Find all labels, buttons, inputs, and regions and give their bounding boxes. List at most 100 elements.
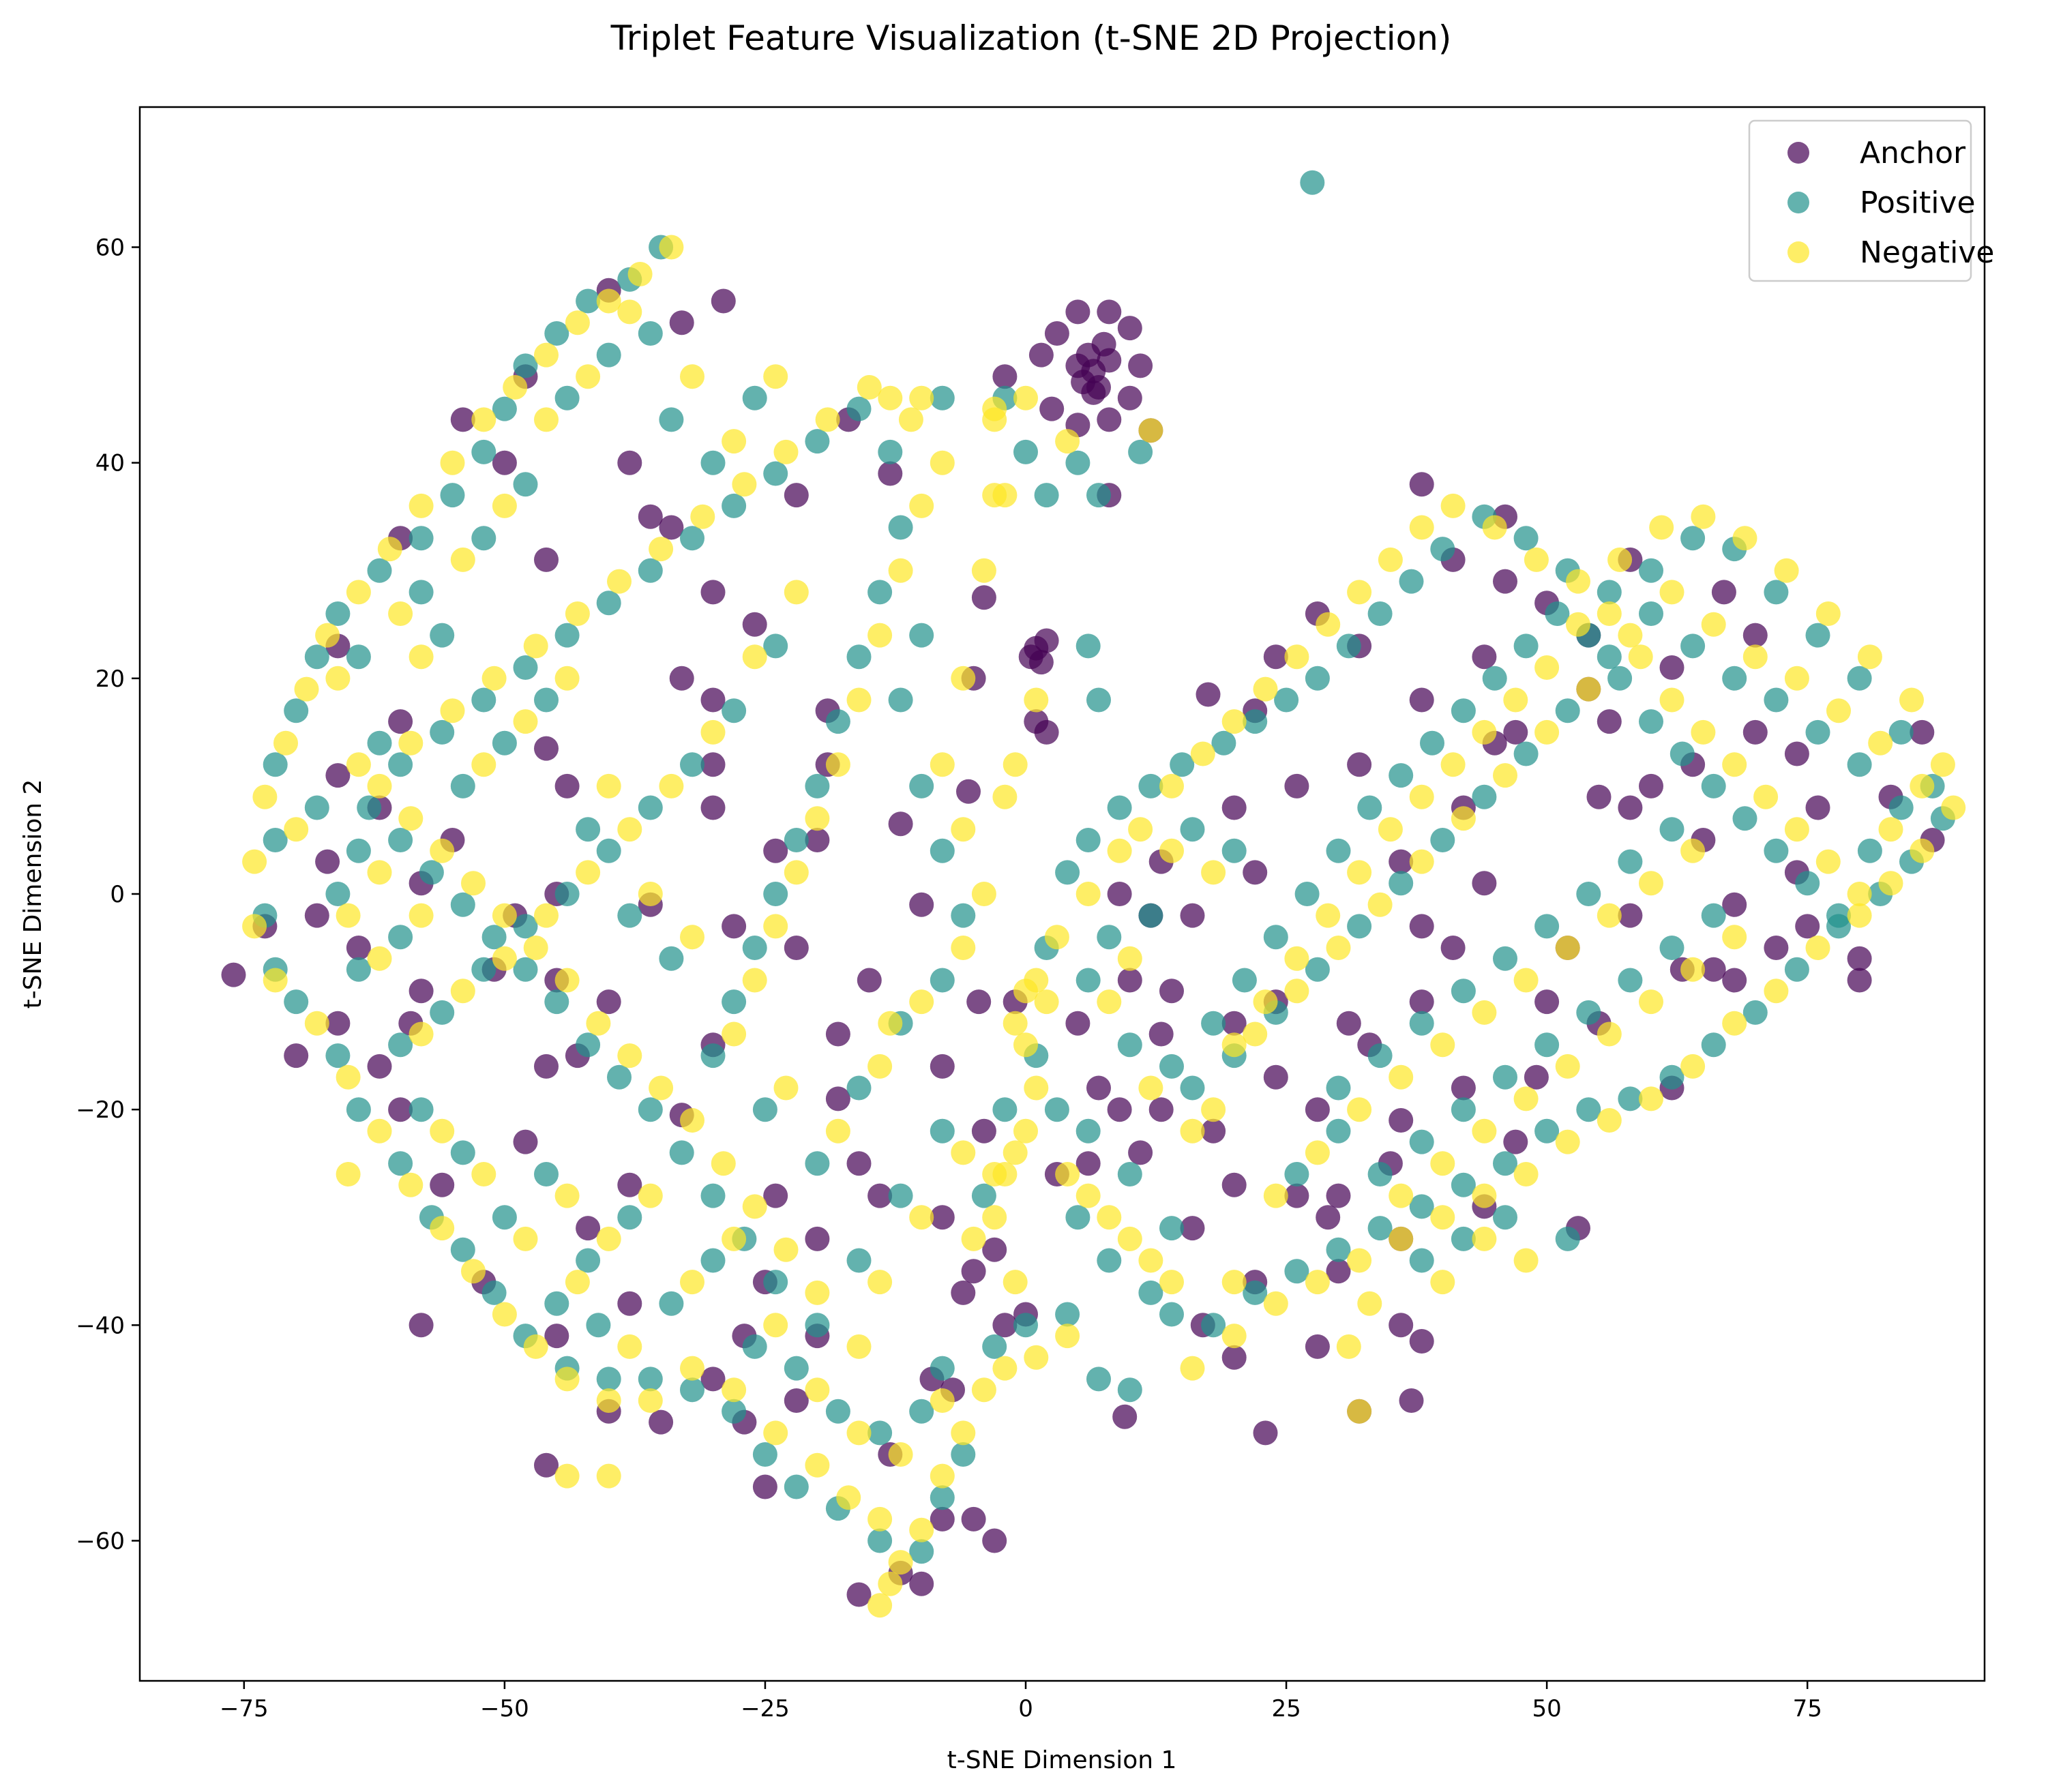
scatter-point [1680,838,1706,863]
scatter-point [1409,914,1434,939]
scatter-point [513,1129,538,1154]
scatter-point [1284,644,1309,670]
scatter-point [1566,612,1590,637]
scatter-point [534,1452,559,1478]
scatter-point [1409,472,1434,497]
scatter-point [1305,1270,1330,1295]
scatter-point [1086,1075,1111,1101]
x-tick-label: 75 [1793,1695,1822,1722]
scatter-point [1013,979,1038,1004]
scatter-point [1722,666,1747,691]
scatter-point [1294,882,1320,906]
scatter-point [1659,817,1684,842]
scatter-point [450,407,475,432]
scatter-point [1618,795,1643,820]
scatter-point [263,752,288,777]
scatter-point [1075,1183,1101,1208]
scatter-point [1086,687,1111,713]
scatter-point [284,817,309,842]
scatter-point [1409,1329,1434,1354]
scatter-point [554,1183,580,1208]
scatter-point [680,1377,704,1403]
scatter-point [638,1183,663,1208]
scatter-point [304,903,329,928]
scatter-point [930,968,955,993]
scatter-point [409,1097,434,1122]
scatter-point [878,385,903,410]
scatter-point [1430,1032,1455,1058]
scatter-point [722,1399,747,1424]
scatter-point [1013,1313,1038,1338]
scatter-point [1472,644,1497,670]
scatter-point [1347,1399,1372,1424]
scatter-point [1138,1280,1163,1305]
scatter-point [325,882,351,906]
scatter-point [1159,979,1184,1004]
scatter-point [1805,719,1830,745]
scatter-point [1472,871,1497,896]
scatter-point [1639,601,1663,626]
scatter-point [607,1064,632,1090]
scatter-point [596,288,621,314]
scatter-point [1941,795,1966,820]
scatter-point [1117,968,1142,993]
scatter-point [982,407,1007,432]
scatter-point [1409,1011,1434,1036]
legend-marker-negative [1787,241,1809,263]
scatter-point [1221,1172,1247,1197]
scatter-point [700,450,726,475]
scatter-point [544,321,569,346]
x-tick-label: −25 [741,1695,790,1722]
x-tick-label: 25 [1271,1695,1301,1722]
scatter-point [471,407,496,432]
scatter-point [956,779,981,804]
scatter-point [1159,1302,1184,1327]
scatter-point [1742,623,1768,648]
scatter-point [440,450,465,475]
x-tick-label: 0 [1018,1695,1033,1722]
scatter-point [284,698,309,723]
scatter-point [659,1291,684,1316]
scatter-point [1555,698,1580,723]
scatter-point [1701,1032,1726,1058]
scatter-point [773,1237,799,1262]
scatter-point [1701,773,1726,798]
scatter-point [763,461,788,486]
scatter-point [1691,719,1716,745]
scatter-point [304,795,329,820]
scatter-point [1367,1043,1393,1069]
scatter-point [1534,655,1560,680]
scatter-point [951,903,976,928]
scatter-point [659,773,684,798]
scatter-point [1795,871,1820,896]
scatter-point [1159,1216,1184,1241]
scatter-point [430,719,455,745]
scatter-point [1409,1194,1434,1219]
scatter-point [1472,719,1497,745]
scatter-point [315,623,340,648]
scatter-point [1347,1248,1372,1273]
scatter-point [680,526,704,551]
scatter-point [1107,838,1132,863]
scatter-point [805,1151,830,1176]
scatter-point [1180,1356,1205,1381]
scatter-point [784,1388,809,1413]
scatter-point [722,493,747,518]
scatter-point [1607,666,1633,691]
scatter-point [430,1118,455,1144]
scatter-point [1180,1216,1205,1241]
scatter-point [1367,892,1393,917]
scatter-point [1097,407,1122,432]
scatter-point [534,342,559,368]
scatter-point [700,795,726,820]
scatter-point [961,1506,986,1532]
scatter-point [1091,331,1116,357]
scatter-point [1389,1313,1414,1338]
scatter-point [440,698,465,723]
scatter-point [1305,1097,1330,1122]
scatter-point [1597,1108,1622,1133]
scatter-point [388,925,413,950]
scatter-point [1722,925,1747,950]
scatter-point [669,310,694,335]
scatter-point [1159,1270,1184,1295]
